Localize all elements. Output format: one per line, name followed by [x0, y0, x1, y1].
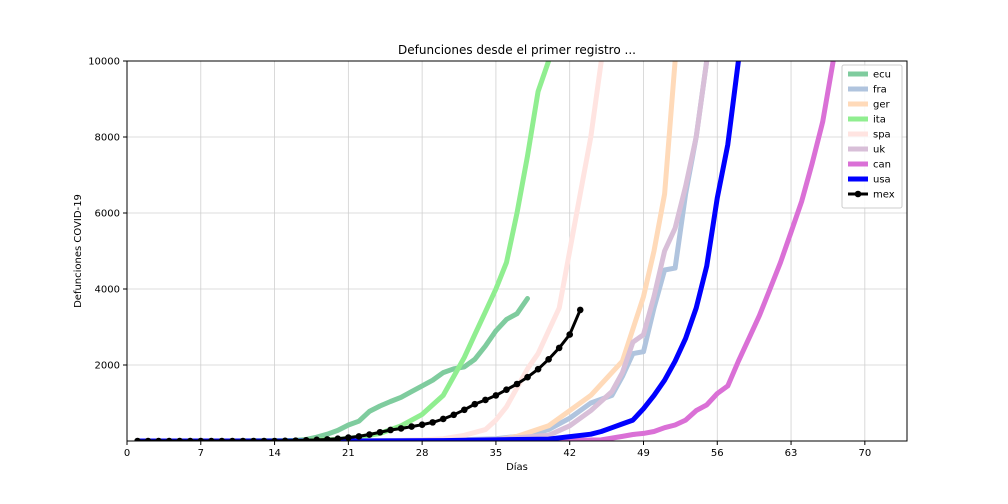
series-usa: [135, 61, 741, 441]
y-tick-label: 6000: [95, 209, 120, 220]
data-point-mex: [334, 435, 342, 441]
data-point-mex: [376, 428, 384, 436]
legend-label: spa: [873, 130, 891, 141]
legend-label: usa: [873, 175, 891, 186]
data-point-mex: [566, 331, 574, 338]
data-point-mex: [492, 392, 500, 399]
x-tick-label: 14: [268, 448, 281, 459]
series-mex: [134, 306, 584, 441]
data-point-mex: [534, 365, 542, 373]
data-point-mex: [229, 437, 236, 441]
data-point-mex: [524, 373, 531, 381]
x-tick-label: 63: [785, 448, 798, 459]
x-tick-label: 28: [416, 448, 429, 459]
data-point-mex: [165, 437, 173, 441]
series-group: [134, 61, 836, 441]
legend-item-uk: uk: [848, 145, 885, 156]
data-point-mex: [429, 419, 436, 426]
series-ita: [135, 61, 552, 441]
x-tick-label: 70: [858, 448, 871, 459]
x-tick-label: 21: [342, 448, 355, 459]
data-point-mex: [366, 431, 373, 438]
legend-item-ecu: ecu: [848, 70, 891, 81]
legend-label: ecu: [873, 70, 891, 81]
x-axis-label: Días: [506, 461, 528, 473]
x-tick-label: 7: [198, 448, 204, 459]
data-point-mex: [281, 437, 289, 441]
data-point-mex: [460, 406, 468, 414]
legend-item-ger: ger: [848, 100, 891, 111]
legend-item-mex: mex: [848, 190, 895, 201]
legend-label: mex: [873, 190, 895, 201]
data-point-mex: [155, 437, 162, 441]
data-point-mex: [186, 437, 194, 441]
series-line-ita: [135, 61, 552, 441]
legend-label: fra: [873, 85, 887, 96]
data-point-mex: [197, 437, 205, 441]
legend-item-can: can: [848, 160, 891, 171]
data-point-mex: [439, 415, 447, 423]
data-point-mex: [313, 436, 321, 441]
series-line-usa: [135, 61, 741, 441]
data-point-mex: [239, 437, 247, 441]
data-point-mex: [450, 411, 458, 419]
x-tick-label: 35: [490, 448, 503, 459]
data-point-mex: [503, 386, 510, 394]
plot-frame: [126, 60, 908, 442]
y-tick-label: 2000: [95, 361, 120, 372]
data-point-mex: [260, 437, 268, 441]
data-point-mex: [323, 436, 331, 441]
x-tick-label: 42: [563, 448, 576, 459]
data-point-mex: [513, 380, 521, 388]
data-point-mex: [271, 437, 278, 441]
legend-item-usa: usa: [848, 175, 891, 186]
legend-box: [841, 64, 903, 209]
series-ecu: [135, 296, 530, 441]
data-point-mex: [576, 306, 584, 314]
y-tick-label: 10000: [88, 57, 120, 68]
data-point-mex: [418, 421, 426, 428]
data-point-mex: [397, 425, 405, 432]
y-tick-label: 8000: [95, 133, 120, 144]
data-point-mex: [355, 433, 363, 440]
ticks: 0 7 14 21 28 35 42 49 56 63 70 2000 4000 6000 8000 1000…: [88, 57, 871, 460]
x-tick-label: 49: [637, 448, 650, 459]
series-line-ecu: [135, 296, 530, 441]
legend-item-spa: spa: [848, 130, 891, 141]
y-axis-label: Defunciones COVID-19: [73, 194, 84, 308]
data-point-mex: [302, 436, 310, 441]
legend-label: uk: [873, 145, 885, 156]
data-point-mex: [387, 426, 394, 434]
x-tick-label: 0: [124, 448, 130, 459]
legend-marker: [854, 190, 862, 198]
data-point-mex: [208, 437, 215, 441]
legend-label: ita: [873, 115, 886, 126]
data-point-mex: [176, 437, 184, 441]
legend-item-fra: fra: [848, 85, 887, 96]
data-point-mex: [292, 437, 299, 441]
data-point-mex: [545, 356, 552, 363]
data-point-mex: [218, 437, 226, 441]
data-point-mex: [471, 400, 479, 408]
legend-label: ger: [873, 100, 891, 111]
data-point-mex: [345, 434, 352, 441]
y-tick-label: 4000: [95, 285, 120, 296]
legend: ecu fra ger ita spa uk can usa mex: [841, 64, 903, 209]
data-point-mex: [134, 437, 141, 441]
legend-item-ita: ita: [848, 115, 886, 126]
data-point-mex: [144, 437, 152, 441]
data-point-mex: [408, 423, 415, 430]
data-point-mex: [250, 437, 257, 441]
legend-label: can: [873, 160, 891, 171]
data-point-mex: [555, 344, 563, 352]
data-point-mex: [482, 396, 489, 404]
chart-title: Defunciones desde el primer registro ...: [398, 43, 636, 57]
x-tick-label: 56: [711, 448, 724, 459]
